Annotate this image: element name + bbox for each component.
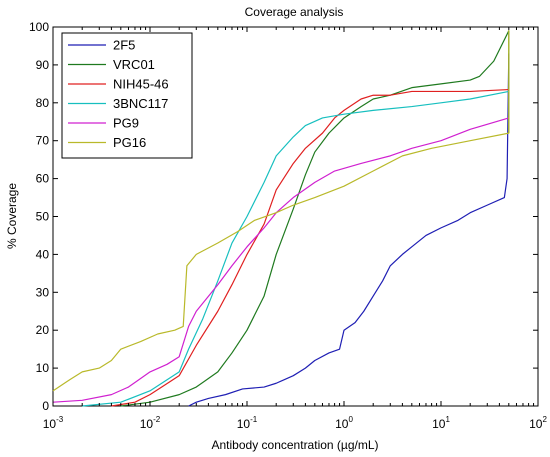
y-axis-label: % Coverage <box>5 183 19 249</box>
x-tick-label: 101 <box>432 415 450 431</box>
series-line-3 <box>82 90 509 407</box>
y-tick-label: 20 <box>36 323 50 337</box>
x-tick-label: 10-1 <box>237 415 258 431</box>
y-tick-label: 100 <box>29 20 49 34</box>
series-layer <box>52 30 510 407</box>
series-line-4 <box>52 117 509 403</box>
legend-entry: NIH45-46 <box>113 77 169 92</box>
series-line-0 <box>188 53 510 407</box>
y-tick-label: 60 <box>36 172 50 186</box>
axis-ticks: 10-3 10-2 10-1 100 101 1020102030405060708090… <box>29 20 547 431</box>
legend-entry: 2F5 <box>113 38 135 53</box>
x-tick-label: 10-2 <box>140 415 161 431</box>
series-line-1 <box>120 30 510 407</box>
chart-title: Coverage analysis <box>245 5 344 19</box>
y-tick-label: 70 <box>36 134 50 148</box>
y-tick-label: 10 <box>36 361 50 375</box>
legend-entry: PG16 <box>113 135 146 150</box>
y-tick-label: 0 <box>42 399 49 413</box>
y-tick-label: 90 <box>36 58 50 72</box>
y-tick-label: 40 <box>36 247 50 261</box>
y-tick-label: 50 <box>36 210 50 224</box>
legend-entry: 3BNC117 <box>113 96 168 111</box>
y-tick-label: 80 <box>36 96 50 110</box>
series-line-2 <box>111 88 509 407</box>
legend-entry: PG9 <box>113 116 139 131</box>
x-axis-label: Antibody concentration (µg/mL) <box>212 438 379 452</box>
legend-entry: VRC01 <box>113 57 155 72</box>
x-tick-label: 102 <box>529 415 547 431</box>
legend-box <box>61 32 193 159</box>
x-tick-label: 10-3 <box>43 415 64 431</box>
series-line-5 <box>52 30 510 392</box>
legend: 2F5 VRC01 NIH45-46 3BNC117 PG9 PG16 <box>61 32 193 159</box>
y-tick-label: 30 <box>36 285 50 299</box>
x-tick-label: 100 <box>335 415 353 431</box>
